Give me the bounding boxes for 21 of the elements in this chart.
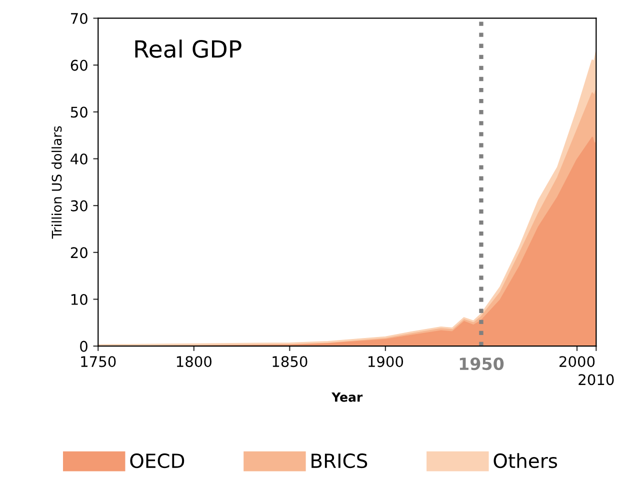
y-tick-label: 60 bbox=[70, 60, 88, 71]
y-tick-label: 40 bbox=[70, 153, 88, 164]
legend-label: OECD bbox=[130, 453, 184, 468]
x-tick-label: 2000 bbox=[560, 356, 595, 368]
y-axis-title: Trillion US dollars bbox=[52, 126, 62, 239]
legend-label: Others bbox=[494, 453, 558, 468]
x-tick-label: 1850 bbox=[272, 356, 308, 368]
x-tick-label: 1800 bbox=[176, 356, 212, 368]
ref-line-label: 1950 bbox=[460, 357, 504, 370]
y-tick-label: 0 bbox=[80, 340, 88, 352]
y-tick-label: 50 bbox=[70, 106, 88, 118]
y-tick-label: 20 bbox=[70, 247, 88, 258]
y-tick-label: 30 bbox=[70, 200, 88, 212]
x-axis-title: Year bbox=[332, 392, 363, 402]
annotation: 2010 bbox=[578, 374, 614, 386]
text: Real GDP bbox=[135, 40, 242, 58]
legend-label: BRICS bbox=[312, 453, 368, 468]
y-tick-label: 70 bbox=[71, 12, 88, 24]
x-tick-label: 1750 bbox=[81, 356, 116, 368]
x-tick-label: 1900 bbox=[368, 356, 404, 368]
y-tick-label: 10 bbox=[71, 294, 88, 305]
